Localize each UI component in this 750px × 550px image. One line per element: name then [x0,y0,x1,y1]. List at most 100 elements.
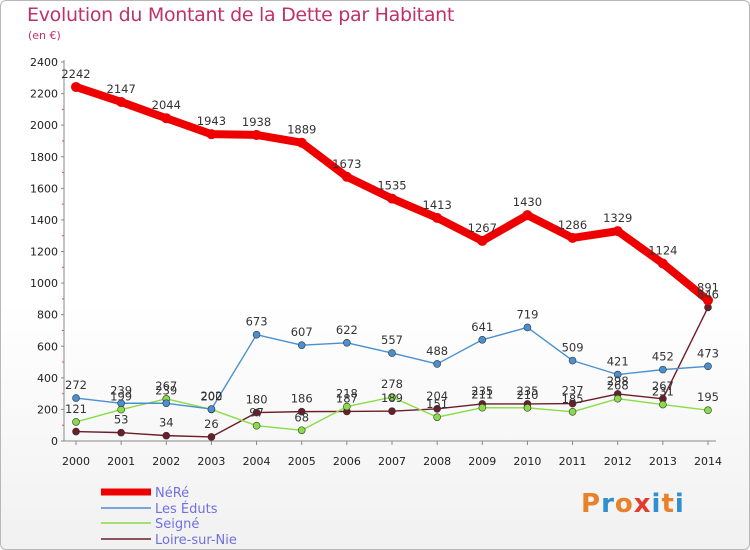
data-point-loire-sur-nie [117,428,125,437]
data-label-nere: 2147 [107,82,136,96]
y-tick-label: 1200 [30,246,58,259]
data-label-les-eduts: 641 [471,320,493,334]
data-label-les-eduts: 509 [562,341,584,355]
data-point-loire-sur-nie [388,407,396,415]
x-tick-label: 2009 [468,455,496,468]
y-tick-label: 2200 [30,88,58,101]
data-point-les-eduts [162,399,171,408]
chart-subtitle: (en €) [28,29,61,42]
data-point-nere [477,235,488,246]
data-label-les-eduts: 421 [607,355,629,369]
y-tick-label: 400 [37,372,58,385]
x-tick-label: 2012 [604,455,632,468]
data-label-nere: 1535 [377,179,406,193]
y-tick-label: 1400 [30,214,58,227]
data-label-loire-sur-nie: 235 [471,384,493,398]
data-point-nere [387,193,397,204]
logo-letter: r [601,489,615,519]
x-tick-label: 2013 [649,455,677,468]
chart-title: Evolution du Montant de la Dette par Hab… [27,4,455,26]
logo-letter: i [674,489,685,519]
data-label-nere: 2044 [152,98,181,112]
x-tick-label: 2005 [288,455,316,468]
logo-letter: o [614,489,634,519]
data-point-seigne [523,404,532,412]
y-tick-label: 1600 [30,182,58,195]
data-point-loire-sur-nie [252,408,261,417]
data-label-loire-sur-nie: 846 [697,287,719,301]
data-label-les-eduts: 202 [200,389,222,403]
data-label-nere: 2242 [61,67,90,81]
data-point-seigne [388,393,396,401]
data-point-seigne [252,421,261,430]
data-label-nere: 1938 [242,115,271,129]
data-point-les-eduts [207,405,216,413]
data-label-loire-sur-nie: 34 [159,416,174,430]
data-point-les-eduts [613,370,622,379]
logo-letter: i [651,489,662,519]
data-label-loire-sur-nie: 189 [381,391,403,405]
y-tick-label: 600 [37,340,58,353]
data-point-seigne [613,394,622,403]
y-tick-label: 0 [51,435,58,448]
data-label-les-eduts: 239 [110,383,132,397]
data-label-nere: 1329 [603,211,632,225]
data-label-loire-sur-nie: 187 [336,391,358,405]
data-label-seigne: 68 [294,410,309,424]
data-label-les-eduts: 673 [246,315,268,329]
data-point-les-eduts [388,349,396,357]
y-tick-label: 800 [37,309,58,322]
data-point-seigne [433,413,441,421]
data-point-nere [341,171,352,182]
data-point-loire-sur-nie [72,427,80,436]
data-point-loire-sur-nie [297,407,306,416]
data-label-nere: 891 [697,280,719,294]
data-label-seigne: 199 [110,390,132,404]
data-label-seigne: 151 [426,397,448,411]
data-label-loire-sur-nie: 53 [114,413,129,427]
data-point-loire-sur-nie [207,433,216,441]
x-tick-label: 2000 [62,455,90,468]
data-label-seigne: 195 [697,390,719,404]
x-tick-label: 2011 [559,455,587,468]
data-label-nere: 1430 [513,195,542,209]
x-tick-label: 2007 [378,455,406,468]
data-point-nere [206,129,217,140]
y-tick-label: 2400 [30,56,58,69]
legend-label-loire-sur-nie: Loire-sur-Nie [155,533,237,548]
data-label-seigne: 185 [562,392,584,406]
data-point-les-eduts [704,362,712,371]
x-tick-label: 2014 [694,455,722,468]
legend-label-nere: NéRé [155,486,189,501]
data-point-les-eduts [297,341,306,349]
data-point-les-eduts [72,394,80,402]
data-label-nere: 1889 [287,123,316,137]
data-label-seigne: 211 [471,388,493,402]
data-point-seigne [704,406,712,415]
data-point-seigne [659,400,667,409]
data-label-seigne: 200 [200,389,222,403]
data-label-les-eduts: 488 [426,344,448,358]
data-point-loire-sur-nie [433,404,441,413]
data-label-loire-sur-nie: 26 [204,417,219,431]
legend-label-les-eduts: Les Éduts [155,501,218,517]
data-point-les-eduts [568,356,577,365]
data-label-les-eduts: 473 [697,346,719,360]
data-label-seigne: 231 [652,385,674,399]
data-label-loire-sur-nie: 235 [516,384,538,398]
data-point-seigne [568,407,577,416]
x-tick-label: 2008 [423,455,451,468]
x-tick-label: 2003 [197,455,225,468]
data-point-seigne [297,426,306,435]
y-tick-label: 200 [37,403,58,416]
x-tick-label: 2006 [333,455,361,468]
y-tick-label: 1000 [30,277,58,290]
data-label-les-eduts: 272 [65,378,87,392]
legend-label-seigne: Seigné [155,517,199,532]
data-label-seigne: 278 [381,377,403,391]
data-label-les-eduts: 557 [381,333,403,347]
proxiti-logo: Proxiti [581,489,685,519]
data-point-seigne [343,402,351,411]
x-tick-label: 2010 [513,455,541,468]
